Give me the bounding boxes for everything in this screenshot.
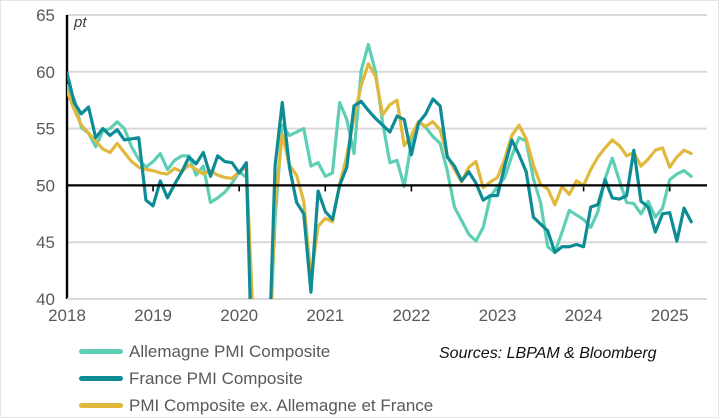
sources-note: Sources: LBPAM & Bloomberg bbox=[439, 345, 657, 362]
x-axis-tick-label: 2021 bbox=[306, 306, 344, 325]
y-axis-tick-label: 40 bbox=[36, 290, 55, 309]
y-axis-unit-label: pt bbox=[73, 14, 87, 31]
legend-item-allemagne[interactable]: Allemagne PMI Composite bbox=[79, 339, 433, 363]
legend-label-ex-allemagne-france: PMI Composite ex. Allemagne et France bbox=[129, 395, 434, 415]
y-axis-tick-label: 60 bbox=[36, 63, 55, 82]
x-axis-tick-label: 2022 bbox=[392, 306, 430, 325]
x-axis-tick-label: 2024 bbox=[565, 306, 603, 325]
x-axis-tick-label: 2023 bbox=[479, 306, 517, 325]
x-axis-tick-label: 2018 bbox=[48, 306, 86, 325]
legend-label-france: France PMI Composite bbox=[129, 368, 303, 388]
series-line-france bbox=[67, 71, 693, 299]
legend-item-ex-allemagne-france[interactable]: PMI Composite ex. Allemagne et France bbox=[79, 393, 433, 417]
y-axis-tick-labels: 40 45 50 55 60 65 bbox=[36, 6, 55, 309]
x-axis-tick-label: 2025 bbox=[651, 306, 689, 325]
legend-swatch-france bbox=[79, 375, 123, 381]
legend-label-allemagne: Allemagne PMI Composite bbox=[129, 341, 331, 361]
y-axis-tick-label: 50 bbox=[36, 176, 55, 195]
x-axis-tick-label: 2020 bbox=[220, 306, 258, 325]
chart-legend: Allemagne PMI Composite France PMI Compo… bbox=[79, 339, 433, 417]
x-axis-tick-label: 2019 bbox=[134, 306, 172, 325]
y-axis-tick-label: 55 bbox=[36, 120, 55, 139]
x-axis-tick-labels: 2018 2019 2020 2021 2022 2023 2024 2025 bbox=[48, 306, 689, 325]
legend-swatch-ex-allemagne-france bbox=[79, 402, 123, 408]
y-axis-tick-label: 45 bbox=[36, 233, 55, 252]
legend-item-france[interactable]: France PMI Composite bbox=[79, 366, 433, 390]
legend-swatch-allemagne bbox=[79, 348, 123, 354]
y-axis-tick-label: 65 bbox=[36, 6, 55, 25]
series-line-ex-allemagne-france bbox=[67, 62, 693, 299]
data-series-group bbox=[67, 42, 693, 299]
